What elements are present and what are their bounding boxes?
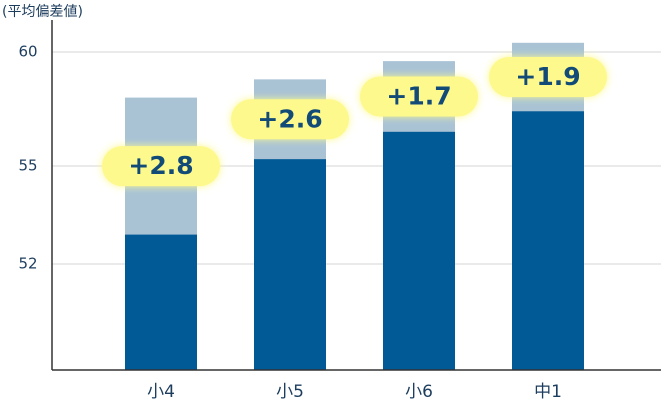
annotation: +1.9 bbox=[515, 62, 580, 91]
annotation-badge bbox=[360, 76, 478, 117]
x-tick-label: 小5 bbox=[276, 382, 304, 402]
y-tick-label: 60 bbox=[18, 43, 37, 61]
y-tick-label: 55 bbox=[18, 157, 37, 175]
annotation-badge bbox=[102, 146, 220, 187]
x-tick-label: 小6 bbox=[405, 382, 433, 402]
bar bbox=[254, 159, 326, 370]
bar bbox=[383, 131, 455, 370]
x-tick-label: 小4 bbox=[147, 382, 175, 402]
annotation: +2.6 bbox=[257, 104, 322, 133]
y-tick-label: 52 bbox=[18, 255, 37, 273]
bar bbox=[125, 234, 197, 370]
labels: 小4 +2.8 小5 +2.6 小6 +1.7 中1 +1.9 bbox=[102, 57, 607, 402]
bar bbox=[512, 111, 584, 370]
annotation: +2.8 bbox=[128, 151, 193, 180]
x-tick-label: 中1 bbox=[534, 382, 562, 402]
bars bbox=[125, 42, 584, 371]
annotation-badge bbox=[489, 57, 607, 98]
y-axis-label: (平均偏差値) bbox=[2, 4, 83, 20]
annotation-badge bbox=[231, 99, 349, 140]
annotation: +1.7 bbox=[386, 81, 451, 110]
